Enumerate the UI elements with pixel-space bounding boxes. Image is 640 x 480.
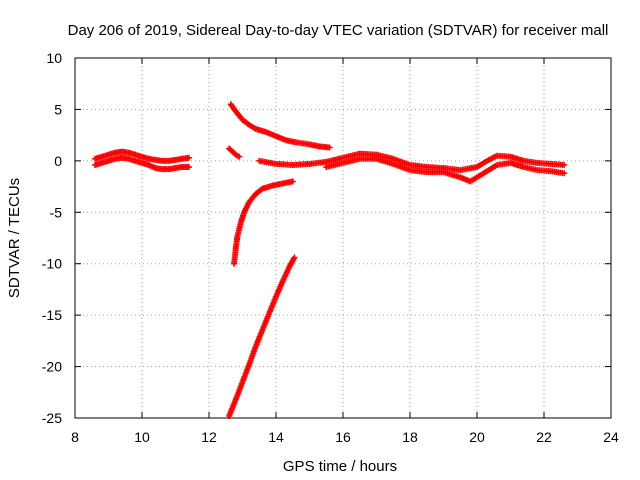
y-tick-label: 10 xyxy=(46,50,62,66)
y-tick-label: -15 xyxy=(42,307,62,323)
grid xyxy=(75,58,611,418)
x-tick-label: 8 xyxy=(71,429,79,445)
y-axis-label: SDTVAR / TECUs xyxy=(6,178,23,298)
x-tick-label: 20 xyxy=(469,429,485,445)
y-tick-label: 0 xyxy=(54,153,62,169)
data-series xyxy=(92,101,568,419)
x-tick-label: 24 xyxy=(603,429,619,445)
axis-ticks: 8 10 12 14 16 18 20 22 24 10 5 0 -5 -10 -15 -20 -25 xyxy=(42,50,619,445)
series-middle-band-low xyxy=(323,155,568,185)
x-axis-label: GPS time / hours xyxy=(283,458,397,475)
y-tick-label: -25 xyxy=(42,410,62,426)
x-tick-label: 16 xyxy=(335,429,351,445)
x-tick-label: 12 xyxy=(201,429,217,445)
series-main-band-a-low xyxy=(92,154,192,173)
y-tick-label: 5 xyxy=(54,101,62,117)
x-tick-label: 18 xyxy=(402,429,418,445)
data-point xyxy=(289,178,296,185)
series-descending-arc xyxy=(227,101,333,151)
x-tick-label: 22 xyxy=(536,429,552,445)
data-point xyxy=(561,161,568,168)
series-middle-band xyxy=(256,150,568,174)
chart-title: Day 206 of 2019, Sidereal Day-to-day VTE… xyxy=(68,22,609,39)
data-point xyxy=(236,153,243,160)
series-main-band-a xyxy=(92,148,192,164)
data-point xyxy=(291,254,298,261)
series-short-dash xyxy=(226,145,243,160)
x-tick-label: 14 xyxy=(268,429,284,445)
series-steep-line xyxy=(226,254,298,419)
data-point xyxy=(561,170,568,177)
x-tick-label: 10 xyxy=(134,429,150,445)
data-point xyxy=(185,164,192,171)
series-rising-curve xyxy=(231,178,296,267)
data-point xyxy=(185,154,192,161)
y-tick-label: -10 xyxy=(42,256,62,272)
data-point xyxy=(326,144,333,151)
y-tick-label: -20 xyxy=(42,359,62,375)
y-tick-label: -5 xyxy=(50,204,63,220)
